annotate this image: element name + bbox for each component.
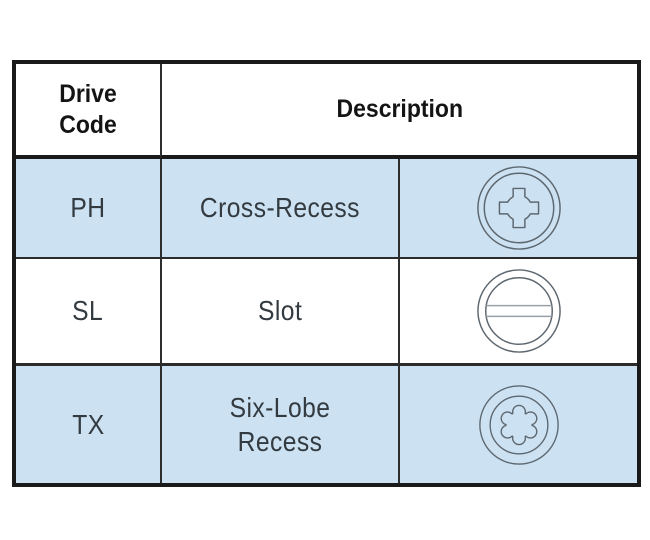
table-row-sl-description-cell: Slot (160, 259, 398, 366)
table-row-ph-icon-cell (398, 159, 637, 259)
description-header-label: Description (336, 95, 463, 123)
table-row-tx-description-cell: Six-Lobe Recess (160, 366, 398, 483)
drive-code-value: TX (71, 408, 105, 440)
drive-code-header-label: Drive Code (59, 79, 117, 139)
table-row-sl-code-cell: SL (16, 259, 160, 366)
drive-code-value: SL (72, 295, 104, 326)
table-row-tx-code-cell: TX (16, 366, 160, 483)
six-lobe-torx-icon (478, 384, 559, 465)
slot-icon (476, 269, 561, 353)
header-cell-description: Description (160, 64, 637, 159)
table-row-ph-code-cell: PH (16, 159, 160, 259)
table-row-sl-icon-cell (398, 259, 637, 366)
description-value: Slot (257, 295, 303, 326)
table-row-tx-icon-cell (398, 366, 637, 483)
phillips-cross-recess-icon (476, 166, 561, 250)
drive-code-table: Drive Code Description PH Cross-Recess S… (12, 60, 641, 487)
description-value: Six-Lobe Recess (229, 391, 331, 457)
description-value: Cross-Recess (200, 192, 360, 223)
header-cell-drive-code: Drive Code (16, 64, 160, 159)
drive-code-value: PH (70, 192, 106, 223)
table-row-ph-description-cell: Cross-Recess (160, 159, 398, 259)
